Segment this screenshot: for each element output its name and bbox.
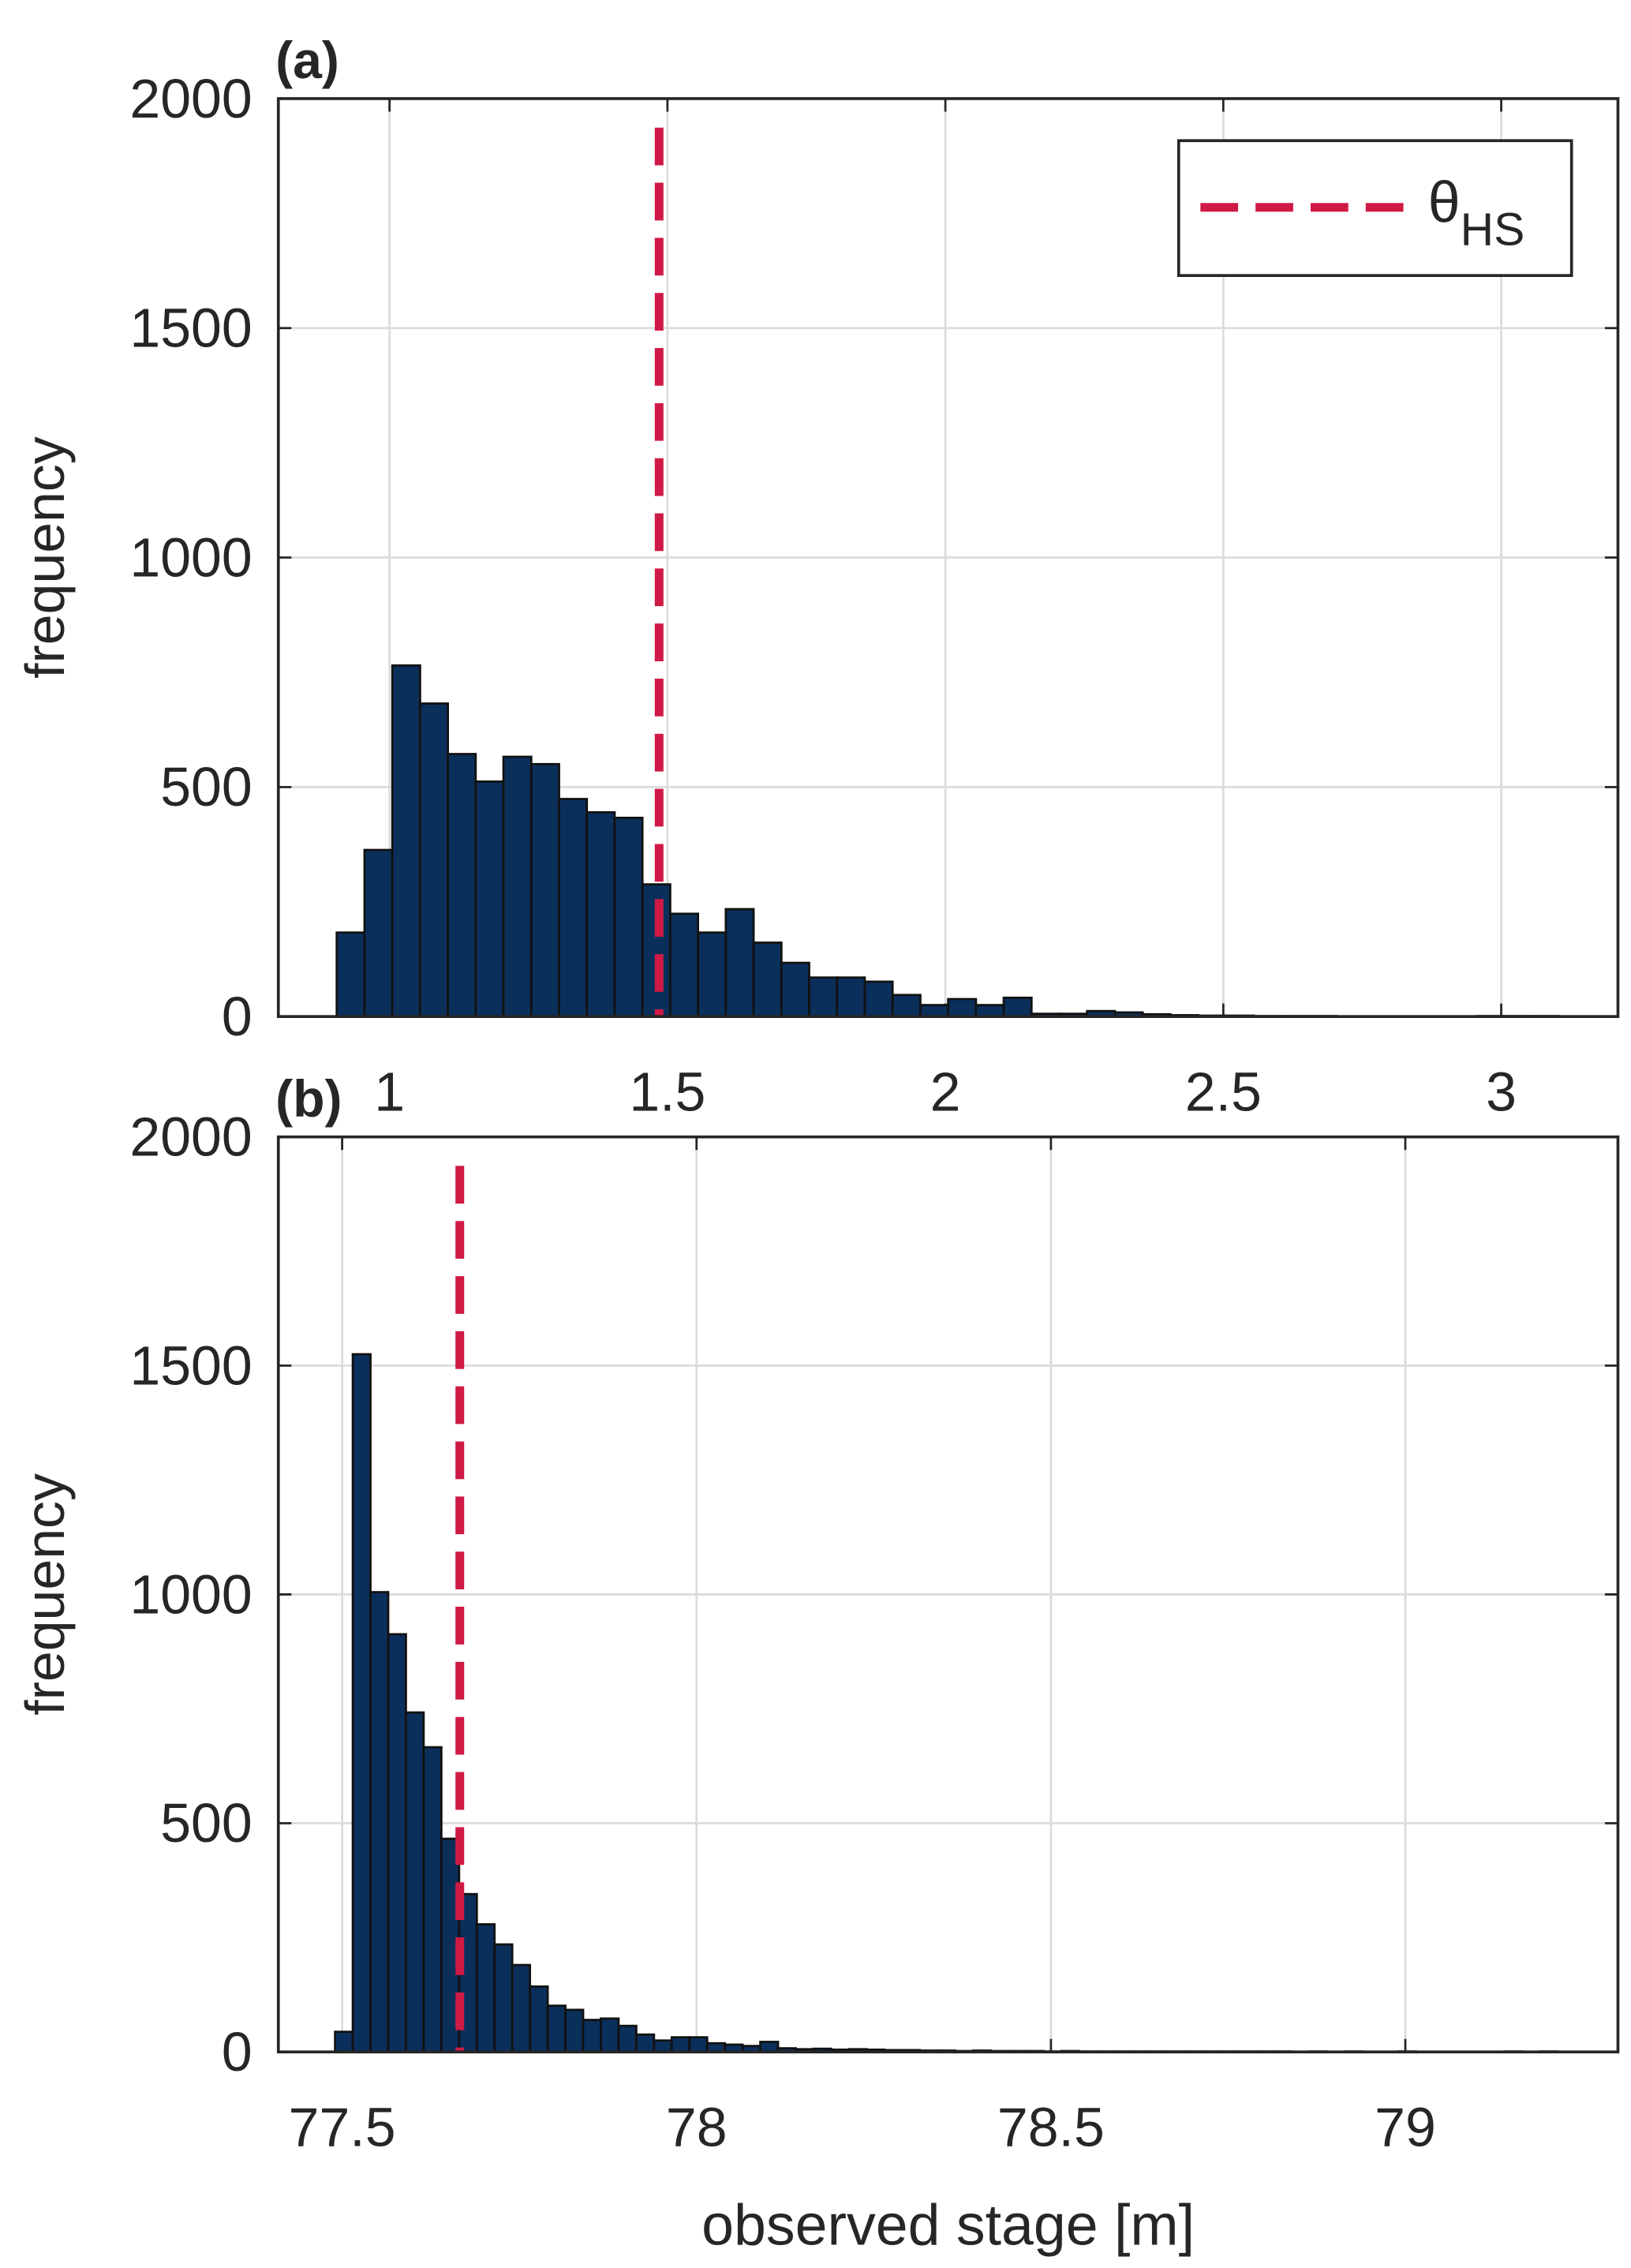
histogram-bar <box>493 1943 514 2053</box>
histogram-bar <box>558 798 589 1018</box>
x-axis-label: observed stage [m] <box>701 2192 1195 2258</box>
histogram-bar <box>475 1923 496 2053</box>
y-tick-label: 500 <box>160 756 252 818</box>
histogram-bar <box>836 976 866 1018</box>
histogram-bar <box>863 980 894 1018</box>
histogram-bar <box>697 931 728 1018</box>
legend-label: θHS <box>1428 169 1525 255</box>
histogram-bar <box>511 1963 532 2053</box>
y-tick-label: 1000 <box>129 526 252 588</box>
legend-subscript: HS <box>1461 204 1525 256</box>
histogram-bar <box>387 1633 407 2053</box>
x-tick-label: 78.5 <box>997 2097 1105 2158</box>
y-tick-label: 0 <box>222 986 253 1047</box>
histogram-bar <box>405 1711 425 2053</box>
y-tick-label: 1000 <box>129 1563 252 1625</box>
histogram-bar <box>617 2024 638 2053</box>
x-tick-label: 1.5 <box>629 1061 705 1123</box>
histogram-bar <box>585 810 616 1018</box>
panel-label: (b) <box>275 1070 342 1128</box>
histogram-bar <box>474 780 505 1018</box>
histogram-bar <box>891 994 922 1018</box>
panel-label: (a) <box>275 32 339 90</box>
x-tick-label: 3 <box>1486 1061 1517 1123</box>
histogram-bar <box>669 912 699 1018</box>
histogram-bar <box>1002 996 1033 1018</box>
histogram-bar <box>447 753 477 1018</box>
y-tick-label: 1500 <box>129 298 252 359</box>
x-tick-label: 78 <box>666 2097 728 2158</box>
axes-box <box>276 1135 1620 2054</box>
histogram-bar <box>600 2017 620 2053</box>
y-tick-label: 1500 <box>129 1334 252 1396</box>
histogram-bar <box>391 664 421 1018</box>
histogram-bar <box>419 702 449 1018</box>
histogram-bar <box>724 908 755 1018</box>
y-tick-label: 0 <box>222 2021 253 2083</box>
legend-symbol: θ <box>1428 169 1461 234</box>
histogram-bar <box>780 961 810 1018</box>
histogram-bar <box>369 1591 390 2053</box>
histogram-bar <box>808 976 839 1018</box>
histogram-bar <box>363 848 394 1018</box>
x-tick-label: 79 <box>1375 2097 1436 2158</box>
y-tick-label: 2000 <box>129 1106 252 1168</box>
histogram-bar <box>422 1746 443 2053</box>
histogram-bar <box>653 2039 673 2053</box>
histogram-bar <box>351 1353 372 2053</box>
histogram-bar <box>752 941 783 1018</box>
histogram-bar <box>582 2019 602 2053</box>
histogram-bar <box>502 755 533 1018</box>
histogram-bar <box>529 762 560 1018</box>
x-tick-label: 2.5 <box>1185 1061 1262 1123</box>
histogram-bar <box>947 997 978 1018</box>
histogram-bar <box>670 2036 691 2053</box>
histogram-bar <box>334 2030 354 2053</box>
histogram-bar <box>564 2008 585 2053</box>
x-tick-label: 77.5 <box>289 2097 396 2158</box>
histogram-bar <box>613 816 644 1018</box>
y-axis-label: frequency <box>14 436 76 679</box>
y-tick-label: 2000 <box>129 68 252 129</box>
histogram-bar <box>635 2033 656 2053</box>
x-tick-label: 2 <box>930 1061 961 1123</box>
histogram-bar <box>974 1004 1005 1018</box>
y-tick-label: 500 <box>160 1792 252 1854</box>
y-axis-label: frequency <box>14 1473 76 1716</box>
histogram-bar <box>688 2036 709 2053</box>
histogram-bar <box>546 2004 567 2053</box>
histogram-bar <box>919 1004 949 1018</box>
histogram-bar <box>335 931 366 1018</box>
histogram-bar <box>529 1985 549 2053</box>
histogram-bar <box>759 2041 780 2053</box>
axes-box <box>276 97 1620 1018</box>
x-tick-label: 1 <box>374 1061 405 1123</box>
